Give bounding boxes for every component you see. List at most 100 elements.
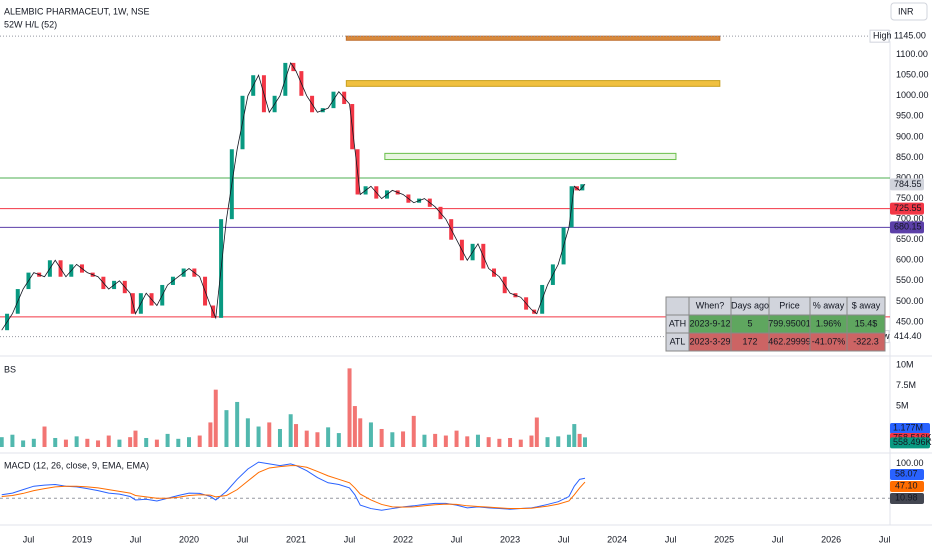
volume-bar — [566, 434, 571, 447]
zone-box — [384, 152, 677, 161]
table-cell-text: 1.96% — [816, 318, 842, 328]
volume-bar — [235, 401, 240, 447]
table-cell — [846, 332, 886, 352]
volume-bar — [154, 439, 159, 447]
price-label: 784.55 — [894, 179, 922, 189]
table-cell-text: 462.29999 — [768, 336, 811, 346]
volume-bar — [53, 437, 58, 447]
table-cell-text: -322.3 — [853, 336, 879, 346]
macd-label-bg — [890, 481, 924, 492]
volume-bar — [187, 437, 192, 447]
y-tick-label: 600.00 — [896, 255, 924, 265]
y-tick-label: 900.00 — [896, 131, 924, 141]
y-tick-label: 700.00 — [896, 214, 924, 224]
volume-bar — [534, 417, 539, 447]
indicator-label: 52W H/L (52) — [4, 19, 57, 29]
volume-bar — [326, 427, 331, 447]
volume-bar — [42, 426, 47, 447]
volume-bar — [74, 436, 79, 447]
x-tick-label: 2019 — [72, 534, 92, 544]
x-tick-label: Jul — [237, 534, 249, 544]
x-tick-label: Jul — [344, 534, 356, 544]
volume-bar — [208, 422, 213, 447]
y-tick-label: 5M — [896, 400, 909, 410]
volume-bar — [582, 437, 587, 447]
volume-bar — [0, 437, 4, 447]
y-tick-label: 800.00 — [896, 172, 924, 182]
volume-bar — [368, 422, 373, 447]
y-tick-label: 850.00 — [896, 152, 924, 162]
macd-line — [1, 461, 586, 511]
table-header: Price — [779, 300, 800, 310]
table-cell-text: 172 — [742, 336, 757, 346]
volume-bar — [21, 440, 26, 447]
volume-bar — [443, 435, 448, 447]
x-tick-label: Jul — [879, 534, 891, 544]
volume-bar — [390, 432, 395, 447]
macd-label-bg — [890, 493, 924, 504]
volume-label: 758.516K — [893, 432, 932, 442]
volume-bar — [486, 437, 491, 447]
table-header: When? — [696, 300, 725, 310]
volume-bar — [465, 436, 470, 447]
y-tick-label: 1100.00 — [896, 49, 928, 59]
volume-bar — [518, 439, 523, 447]
macd-label: 10.98 — [895, 492, 918, 502]
x-tick-label: Jul — [772, 534, 784, 544]
chart-title: ALEMBIC PHARMACEUT, 1W, NSE — [4, 6, 150, 16]
close-line — [1, 61, 586, 331]
volume-label-bg — [890, 437, 930, 449]
volume-bar — [224, 410, 229, 447]
volume-bar — [294, 424, 299, 447]
pane-title: MACD (12, 26, close, 9, EMA, EMA) — [4, 460, 149, 470]
level-tag: High — [873, 31, 892, 41]
table-header: % away — [813, 300, 845, 310]
table-cell-text: 799.95001 — [768, 318, 811, 328]
y-tick-label: 450.00 — [896, 316, 924, 326]
price-label-bg — [890, 330, 924, 343]
volume-bar — [336, 433, 341, 447]
price-label: 680.15 — [894, 222, 922, 232]
volume-bar — [433, 433, 438, 447]
currency: INR — [898, 6, 914, 16]
volume-bar — [256, 426, 261, 447]
x-tick-label: Jul — [130, 534, 142, 544]
volume-bar — [165, 433, 170, 447]
price-label: 414.40 — [894, 331, 922, 341]
price-label-bg — [890, 221, 924, 234]
y-tick-label: 1050.00 — [896, 70, 929, 80]
price-label-bg — [890, 202, 924, 215]
table-cell-text: -41.07% — [812, 336, 846, 346]
x-tick-label: Jul — [558, 534, 570, 544]
volume-bar — [577, 433, 582, 447]
macd-label: 47.10 — [895, 480, 918, 490]
level-tag-bg — [869, 29, 890, 43]
volume-bar — [358, 418, 363, 447]
table-cell — [665, 296, 690, 316]
x-tick-label: 2025 — [714, 534, 734, 544]
volume-bar — [529, 435, 534, 447]
volume-bar — [315, 432, 320, 447]
currency-button[interactable] — [890, 2, 928, 21]
macd-label: 58.07 — [895, 468, 918, 478]
volume-bar — [267, 422, 272, 447]
y-tick-label: 7.5M — [896, 380, 916, 390]
zone-box — [345, 35, 721, 41]
table-cell-text: 2023-9-12 — [689, 318, 730, 328]
volume-bar — [304, 430, 309, 447]
x-tick-label: 2026 — [821, 534, 841, 544]
volume-bar — [63, 439, 68, 447]
volume-bar — [556, 436, 561, 447]
table-cell-text: 2023-3-29 — [689, 336, 730, 346]
volume-bar — [454, 430, 459, 447]
volume-bar — [497, 438, 502, 447]
volume-bar — [422, 434, 427, 447]
y-tick-label: 100.00 — [896, 458, 924, 468]
volume-bar — [411, 415, 416, 447]
y-tick-label: 550.00 — [896, 275, 924, 285]
volume-bar — [133, 430, 138, 447]
y-tick-label: 750.00 — [896, 193, 924, 203]
volume-bar — [144, 437, 149, 447]
volume-bar — [401, 431, 406, 447]
